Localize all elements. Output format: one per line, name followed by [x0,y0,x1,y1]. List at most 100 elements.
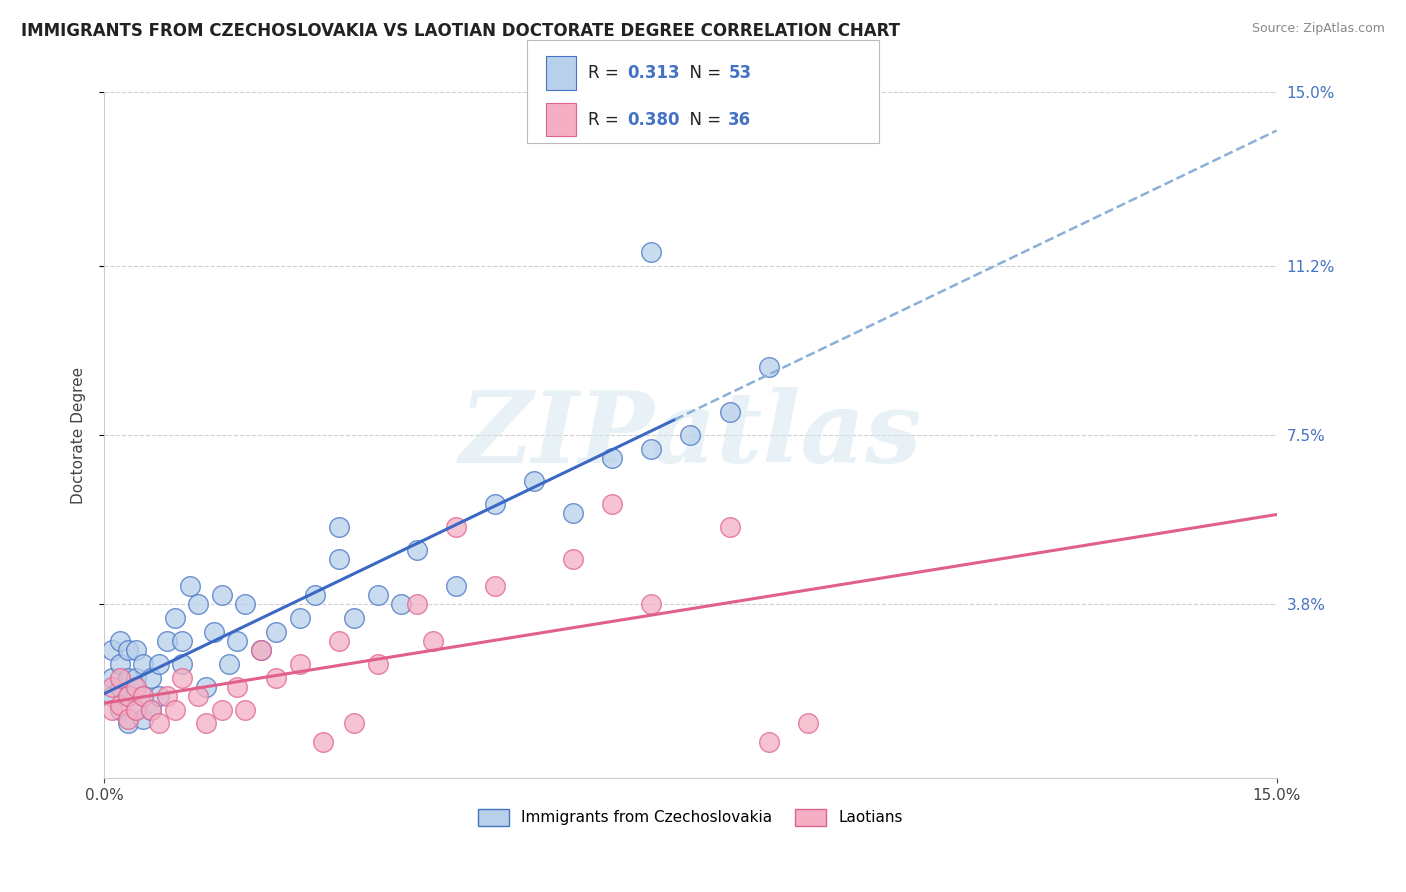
Point [249,643,271,657]
Legend: Immigrants from Czechoslovakia, Laotians: Immigrants from Czechoslovakia, Laotians [472,803,908,832]
Text: N =: N = [679,63,727,82]
Point [194,680,217,694]
Point [264,624,287,639]
Point [124,703,146,717]
Point [367,657,389,671]
Point [679,428,702,442]
Point [117,689,139,703]
Point [117,689,139,703]
Point [172,657,194,671]
Point [124,671,146,685]
Point [640,442,662,456]
Point [194,716,217,731]
Point [141,703,163,717]
Text: ZIPatlas: ZIPatlas [460,387,922,483]
Point [796,716,818,731]
Point [108,680,131,694]
Point [132,712,155,726]
Text: N =: N = [679,111,727,128]
Text: R =: R = [588,63,624,82]
Point [389,598,412,612]
Point [108,657,131,671]
Point [406,598,429,612]
Point [444,579,467,593]
Point [226,680,249,694]
Point [288,611,311,625]
Point [640,598,662,612]
Point [718,405,741,419]
Point [523,474,546,488]
Point [124,680,146,694]
Text: 0.380: 0.380 [627,111,679,128]
Text: 0.313: 0.313 [627,63,679,82]
Point [117,671,139,685]
Point [343,611,366,625]
Text: 36: 36 [728,111,751,128]
Point [141,671,163,685]
Point [406,542,429,557]
Point [484,497,506,511]
Point [226,634,249,648]
Point [367,588,389,602]
Point [172,634,194,648]
Point [343,716,366,731]
Point [233,598,256,612]
Point [101,689,124,703]
Point [211,588,233,602]
Point [156,689,179,703]
Point [218,657,240,671]
Point [288,657,311,671]
Point [202,624,225,639]
Point [172,671,194,685]
Point [163,703,186,717]
Point [312,734,335,748]
Point [758,359,780,374]
Text: IMMIGRANTS FROM CZECHOSLOVAKIA VS LAOTIAN DOCTORATE DEGREE CORRELATION CHART: IMMIGRANTS FROM CZECHOSLOVAKIA VS LAOTIA… [21,22,900,40]
Point [101,703,124,717]
Point [304,588,326,602]
Point [211,703,233,717]
Point [484,579,506,593]
Point [156,634,179,648]
Point [132,657,155,671]
Point [602,497,624,511]
Point [444,520,467,534]
Point [422,634,444,648]
Point [249,643,271,657]
Point [132,689,155,703]
Point [101,680,124,694]
Text: Source: ZipAtlas.com: Source: ZipAtlas.com [1251,22,1385,36]
Point [117,643,139,657]
Point [328,520,350,534]
Point [179,579,201,593]
Y-axis label: Doctorate Degree: Doctorate Degree [72,367,86,504]
Point [718,520,741,534]
Point [562,551,585,566]
Point [101,643,124,657]
Point [108,703,131,717]
Point [132,689,155,703]
Point [233,703,256,717]
Point [101,671,124,685]
Text: 53: 53 [728,63,751,82]
Point [328,551,350,566]
Point [264,671,287,685]
Point [124,643,146,657]
Point [124,703,146,717]
Point [148,657,170,671]
Point [148,689,170,703]
Point [117,716,139,731]
Point [758,734,780,748]
Point [562,506,585,520]
Text: R =: R = [588,111,624,128]
Point [163,611,186,625]
Point [141,703,163,717]
Point [108,634,131,648]
Point [108,671,131,685]
Point [328,634,350,648]
Point [148,716,170,731]
Point [117,712,139,726]
Point [602,451,624,466]
Point [108,698,131,712]
Point [187,598,209,612]
